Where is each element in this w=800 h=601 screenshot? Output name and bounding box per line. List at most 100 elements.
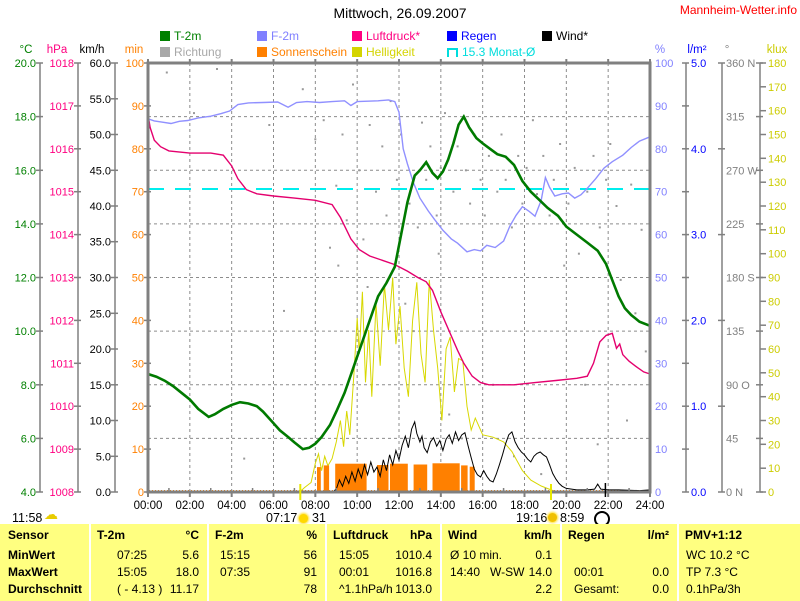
- svg-text:0: 0: [138, 487, 144, 499]
- svg-text:90 O: 90 O: [726, 380, 750, 392]
- table-cell: ( - 4.13 ) 11.17: [89, 580, 207, 597]
- svg-text:35.0: 35.0: [90, 237, 111, 249]
- svg-text:0: 0: [655, 487, 661, 499]
- svg-text:1018: 1018: [50, 58, 74, 70]
- sunrise-time: 07:17: [266, 511, 298, 525]
- table-cell: 07:35 91: [207, 563, 325, 580]
- svg-text:80: 80: [768, 296, 780, 308]
- svg-text:02:00: 02:00: [175, 500, 204, 512]
- svg-text:70: 70: [655, 187, 667, 199]
- summary-table: Sensor T-2m °C F-2m% Luftdruck hPa Wind km/h Reg…: [0, 524, 800, 601]
- svg-text:klux: klux: [767, 44, 788, 56]
- sunset-extra: 8:59: [560, 511, 585, 525]
- legend-swatch: [160, 31, 170, 41]
- svg-text:315: 315: [726, 112, 744, 124]
- table-cell: Regen l/m²: [560, 524, 677, 546]
- svg-text:15.0: 15.0: [90, 380, 111, 392]
- svg-text:4.0: 4.0: [691, 144, 706, 156]
- svg-text:50: 50: [655, 273, 667, 285]
- table-cell: 14:40 W-SW 14.0: [440, 563, 560, 580]
- table-cell: [560, 546, 677, 563]
- svg-text:90: 90: [132, 101, 144, 113]
- svg-text:1010: 1010: [50, 401, 74, 413]
- svg-text:08:00: 08:00: [301, 500, 330, 512]
- svg-text:1009: 1009: [50, 444, 74, 456]
- table-cell: Gesamt: 0.0: [560, 580, 677, 597]
- row-label: Sensor: [8, 528, 49, 542]
- series-wind: [333, 420, 651, 492]
- svg-text:0 N: 0 N: [726, 487, 743, 499]
- legend-swatch: [257, 47, 267, 57]
- svg-text:12:00: 12:00: [385, 500, 414, 512]
- chart: 00:00 02:00 04:00 06:00 08:00 10:00 12:00 14:00…: [15, 44, 788, 512]
- svg-text:60.0: 60.0: [90, 58, 111, 70]
- svg-text:45: 45: [726, 433, 738, 445]
- day-length-label: 11:58: [12, 511, 43, 525]
- svg-text:20: 20: [132, 401, 144, 413]
- svg-text:%: %: [655, 44, 665, 56]
- svg-text:°: °: [725, 44, 730, 56]
- page-title: Mittwoch, 26.09.2007: [333, 5, 467, 21]
- svg-text:160: 160: [768, 106, 786, 118]
- svg-text:25.0: 25.0: [90, 308, 111, 320]
- svg-text:hPa: hPa: [47, 44, 68, 56]
- svg-text:10: 10: [768, 463, 780, 475]
- row-label: MaxWert: [8, 564, 58, 579]
- table-cell: 15:05 18.0: [89, 563, 207, 580]
- svg-text:135: 135: [726, 326, 744, 338]
- svg-text:100: 100: [655, 58, 673, 70]
- table-cell: 0 Bft0.1: [440, 597, 560, 601]
- svg-text:20.0: 20.0: [90, 344, 111, 356]
- legend-swatch: [352, 47, 362, 57]
- svg-text:70: 70: [132, 187, 144, 199]
- sunset-sun-icon: [548, 513, 557, 522]
- table-cell: 00:01 0.0: [560, 563, 677, 580]
- table-cell: 00:01 1016.8: [325, 563, 440, 580]
- row-label: MinWert: [8, 547, 56, 562]
- table-cell: ^1.1hPa/h 1013.0: [325, 580, 440, 597]
- svg-text:55.0: 55.0: [90, 94, 111, 106]
- table-cell: 7.01 g/m³92: [207, 597, 325, 601]
- svg-text:1015: 1015: [50, 187, 74, 199]
- sunset-time: 19:16: [516, 511, 548, 525]
- svg-text:00:00: 00:00: [134, 500, 163, 512]
- svg-text:1014: 1014: [50, 230, 74, 242]
- svg-text:30: 30: [768, 416, 780, 428]
- svg-text:45.0: 45.0: [90, 165, 111, 177]
- legend-swatch: [257, 31, 267, 41]
- table-row: 26.09, 23:5510.27.01 g/m³92bewölkt1010.7…: [0, 597, 800, 601]
- row-label: Durchschnitt: [8, 581, 83, 596]
- svg-text:30: 30: [132, 358, 144, 370]
- svg-text:40.0: 40.0: [90, 201, 111, 213]
- svg-text:5.0: 5.0: [96, 451, 111, 463]
- svg-text:100: 100: [768, 249, 786, 261]
- table-cell: F-2m%: [207, 524, 325, 546]
- svg-text:0.0: 0.0: [691, 487, 706, 499]
- table-cell: T-2m °C: [89, 524, 207, 546]
- svg-text:4.0: 4.0: [21, 487, 36, 499]
- svg-text:170: 170: [768, 82, 786, 94]
- table-header-row: Sensor T-2m °C F-2m% Luftdruck hPa Wind km/h Reg…: [0, 524, 800, 546]
- svg-text:50.0: 50.0: [90, 130, 111, 142]
- svg-text:50: 50: [132, 273, 144, 285]
- series-helligkeit: [148, 277, 650, 493]
- site-link[interactable]: Mannheim-Wetter.info: [679, 3, 797, 17]
- svg-text:1011: 1011: [50, 358, 74, 370]
- svg-text:40: 40: [655, 315, 667, 327]
- table-cell: 78: [207, 580, 325, 597]
- svg-text:1012: 1012: [50, 315, 74, 327]
- svg-text:l/m²: l/m²: [687, 44, 706, 56]
- svg-text:70: 70: [768, 320, 780, 332]
- svg-text:120: 120: [768, 201, 786, 213]
- svg-text:18:00: 18:00: [510, 500, 539, 512]
- svg-text:3.0: 3.0: [691, 230, 706, 242]
- svg-text:140: 140: [768, 153, 786, 165]
- svg-text:180: 180: [768, 58, 786, 70]
- legend-item-wind-: Wind*: [542, 29, 588, 43]
- table-cell: TP 7.3 °C: [677, 563, 800, 580]
- table-cell: bewölkt1010.7: [325, 597, 440, 601]
- svg-text:5.0: 5.0: [691, 58, 706, 70]
- svg-text:04:00: 04:00: [217, 500, 246, 512]
- table-cell: Ø 10 min. 0.1: [440, 546, 560, 563]
